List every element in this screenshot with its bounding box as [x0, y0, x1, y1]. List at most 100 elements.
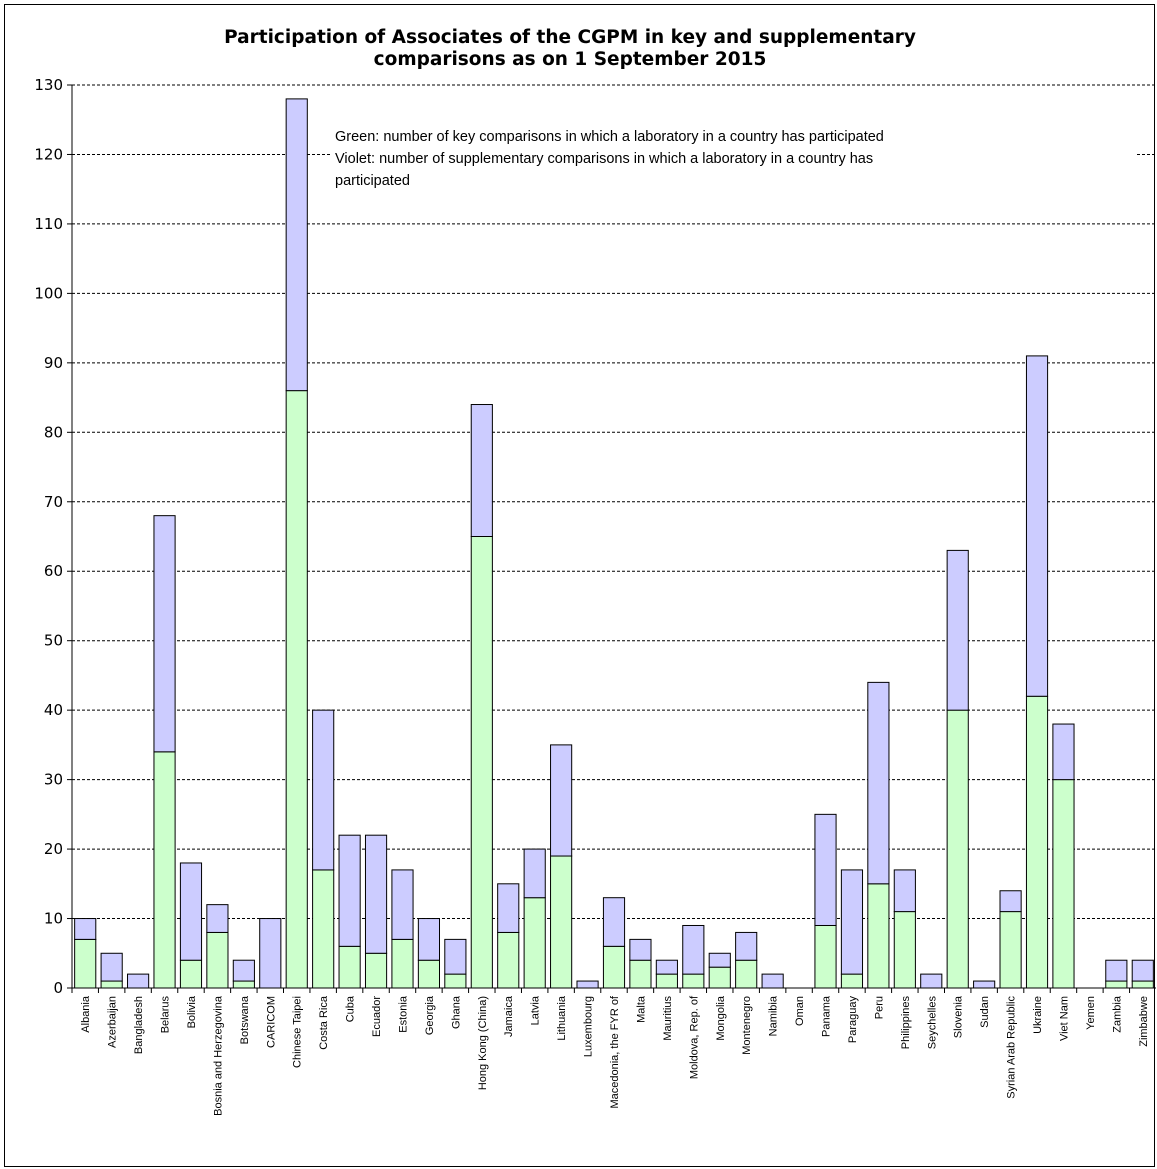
bar-supplementary — [814, 813, 837, 926]
category-label: Montenegro — [741, 996, 753, 1055]
bar-supplementary — [920, 973, 943, 989]
y-tick-label: 70 — [44, 493, 63, 511]
y-tick-label: 0 — [53, 979, 63, 997]
category-label: Mongolia — [715, 995, 727, 1041]
axes — [67, 84, 1156, 993]
legend-note: Green: number of key comparisons in whic… — [331, 126, 1137, 192]
category-label: Panama — [821, 995, 833, 1037]
category-label: Macedonia, the FYR of — [609, 995, 621, 1108]
category-label: Azerbaijan — [107, 996, 119, 1048]
bar-key — [232, 980, 255, 989]
bar-key — [523, 897, 546, 989]
bar-key — [602, 945, 626, 989]
category-label: Philippines — [900, 996, 912, 1050]
y-tick-label: 40 — [44, 701, 63, 719]
category-label: Jamaica — [503, 995, 515, 1037]
bar-supplementary — [602, 897, 626, 947]
category-label: Costa Rica — [318, 995, 330, 1050]
category-label: CARICOM — [265, 996, 277, 1048]
bar-key — [312, 869, 335, 989]
bar-supplementary — [629, 938, 652, 961]
category-label: Sudan — [979, 996, 991, 1028]
category-label: Cuba — [345, 995, 357, 1022]
legend-note-background — [331, 126, 1137, 192]
category-label: Zambia — [1111, 995, 1123, 1033]
bar-supplementary — [1025, 355, 1049, 697]
bar-key — [1131, 980, 1154, 989]
bar-supplementary — [999, 890, 1022, 913]
bar-supplementary — [100, 952, 123, 982]
y-tick-label: 110 — [34, 215, 63, 233]
bar-key — [153, 751, 176, 989]
y-tick-label: 20 — [44, 840, 63, 858]
bar-key — [100, 980, 123, 989]
bar-supplementary — [523, 848, 546, 899]
bar-key — [364, 952, 388, 989]
category-label: Georgia — [424, 995, 436, 1035]
bar-key — [74, 938, 97, 989]
category-label: Botswana — [239, 995, 251, 1044]
y-tick-label: 10 — [44, 910, 63, 928]
bar-key — [682, 973, 705, 989]
category-label: Latvia — [530, 995, 542, 1025]
bar-supplementary — [74, 918, 97, 940]
category-label: Ghana — [450, 995, 462, 1029]
category-label: Malta — [635, 995, 647, 1023]
y-axis-ticks: 0 10 20 30 40 50 60 70 80 90 100 110 120 130 — [34, 76, 63, 997]
bar-key — [391, 938, 414, 989]
bar-key — [946, 709, 969, 989]
chart-title: Participation of Associates of the CGPM … — [5, 27, 1135, 71]
x-axis-labels: Albania Azerbaijan Bangladesh Belarus Bolivi… — [80, 995, 1150, 1116]
bar-supplementary — [444, 938, 467, 975]
category-label: Bangladesh — [133, 996, 145, 1054]
bar-supplementary — [338, 834, 361, 947]
category-label: Albania — [80, 995, 92, 1033]
bar-key — [470, 536, 493, 989]
category-label: Estonia — [397, 995, 409, 1033]
bar-supplementary — [576, 980, 599, 989]
bar-key — [655, 973, 678, 989]
bar-supplementary — [655, 959, 678, 975]
bar-key — [999, 911, 1022, 989]
bar-supplementary — [232, 959, 255, 982]
bar-key — [550, 855, 573, 989]
bar-supplementary — [206, 904, 229, 933]
category-label: Zimbabwe — [1138, 996, 1150, 1047]
chart-title-line-2: comparisons as on 1 September 2015 — [373, 49, 767, 70]
bar-key — [417, 959, 441, 989]
bar-supplementary — [708, 952, 731, 968]
category-label: Oman — [794, 996, 806, 1026]
bar-key — [206, 931, 229, 989]
bar-key — [814, 924, 837, 989]
category-label: Seychelles — [926, 996, 938, 1050]
chart-frame: Participation of Associates of the CGPM … — [4, 4, 1156, 1167]
category-label: Viet Nam — [1058, 996, 1070, 1041]
bar-supplementary — [946, 549, 969, 711]
y-tick-label: 50 — [44, 632, 63, 650]
bar-supplementary — [285, 98, 308, 392]
category-label: Slovenia — [953, 995, 965, 1038]
bar-supplementary — [761, 973, 784, 989]
category-label: Bolivia — [186, 995, 198, 1028]
y-tick-label: 60 — [44, 562, 63, 580]
bar-key — [444, 973, 467, 989]
bar-key — [893, 911, 916, 989]
y-tick-label: 80 — [44, 423, 63, 441]
bar-key — [1105, 980, 1128, 989]
category-label: Belarus — [160, 996, 172, 1034]
legend-note-line-1: Green: number of key comparisons in whic… — [335, 129, 884, 145]
gridlines — [72, 84, 1156, 920]
chart-title-line-1: Participation of Associates of the CGPM … — [224, 27, 916, 48]
bar-key — [708, 966, 731, 989]
bar-supplementary — [1131, 959, 1154, 982]
category-label: Namibia — [768, 995, 780, 1036]
bar-supplementary — [179, 862, 203, 961]
legend-note-line-2: Violet: number of supplementary comparis… — [335, 151, 873, 167]
category-label: Ecuador — [371, 996, 383, 1037]
legend-note-line-3: participated — [335, 173, 410, 189]
bar-supplementary — [417, 918, 441, 961]
bar-key — [338, 945, 361, 989]
bar-supplementary — [1052, 723, 1075, 781]
y-tick-label: 30 — [44, 771, 63, 789]
